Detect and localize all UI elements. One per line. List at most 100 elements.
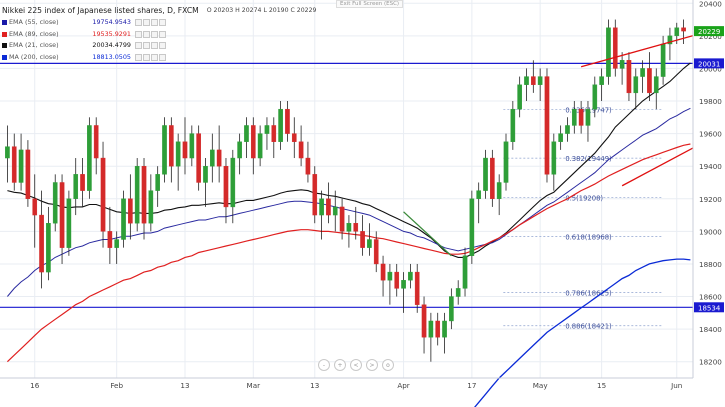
candle-body [660, 43, 666, 77]
candle-body [353, 223, 359, 232]
bearish-candle [128, 174, 133, 240]
bullish-candle [175, 133, 181, 191]
bearish-candle [373, 231, 379, 273]
candle-body [455, 288, 461, 297]
candle-body [148, 190, 154, 224]
price-axis[interactable]: 18200 18400 18600 18800 19000 19200 19400 19600… [692, 0, 725, 407]
trendline [403, 211, 452, 257]
bullish-candle [428, 312, 434, 362]
bullish-candle [257, 125, 263, 167]
price-tick-label: 19400 [699, 162, 722, 171]
bullish-candle [592, 76, 598, 118]
bullish-candle [387, 263, 393, 305]
candle-body [107, 231, 113, 248]
bearish-candle [353, 206, 359, 240]
bullish-candle [455, 280, 461, 305]
candle-body [244, 125, 249, 142]
candle-body [25, 149, 31, 199]
candle-body [387, 271, 393, 281]
bullish-candle [571, 101, 577, 134]
candle-body [531, 76, 536, 85]
bearish-candle [107, 206, 113, 264]
bullish-candle [599, 68, 604, 102]
price-tick-label: 18200 [699, 358, 722, 367]
bullish-candle [565, 117, 570, 142]
candle-body [435, 320, 441, 338]
bearish-candle [298, 125, 304, 167]
candle-body [476, 190, 482, 199]
time-axis[interactable]: 16Feb13Mar13Apr17May15Jun19Jul [0, 377, 725, 390]
candle-body [182, 141, 188, 159]
bullish-candle [640, 60, 645, 93]
price-tick-label: 19800 [699, 97, 722, 106]
exit-fullscreen-button[interactable]: Exit Full Screen (ESC) [336, 0, 404, 8]
bullish-candle [230, 149, 236, 224]
candle-body [32, 198, 38, 216]
bullish-candle [121, 190, 126, 248]
bearish-candle [339, 198, 345, 240]
time-tick-label: 13 [180, 381, 189, 390]
reset-chart-button[interactable]: o [382, 359, 394, 371]
bullish-candle [517, 76, 522, 118]
bullish-candle [148, 174, 154, 232]
candle-body [647, 68, 652, 94]
candle-body [11, 146, 17, 183]
bullish-candle [633, 68, 639, 110]
candle-body [606, 27, 611, 77]
bearish-candle [291, 117, 297, 159]
price-tick-label: 19000 [699, 227, 722, 236]
scroll-right-button[interactable]: > [366, 359, 378, 371]
time-tick-label: Apr [397, 381, 409, 390]
candle-body [250, 125, 256, 159]
trendline [580, 26, 725, 68]
bullish-candle [606, 19, 611, 85]
bullish-candle [401, 272, 406, 313]
bearish-candle [250, 117, 256, 175]
candle-body [100, 157, 106, 232]
bearish-candle [544, 68, 550, 183]
candle-body [565, 125, 570, 134]
bullish-candle [483, 149, 488, 199]
bullish-candle [653, 68, 659, 110]
bearish-candle [32, 174, 38, 248]
bullish-candle [537, 68, 543, 102]
bearish-candle [285, 101, 290, 142]
candle-body [332, 206, 338, 216]
candle-body [414, 271, 420, 305]
bearish-candle [11, 133, 17, 191]
candle-body [319, 198, 324, 216]
candle-body [216, 149, 222, 167]
bullish-candle [408, 263, 413, 289]
candle-body [619, 60, 625, 69]
time-tick-label: Mar [247, 381, 261, 390]
bullish-candle [667, 27, 673, 61]
fibonacci-level-label: 0.5(19208) [565, 194, 603, 202]
candle-body [469, 198, 475, 257]
candle-body [39, 214, 44, 273]
zoom-out-button[interactable]: - [318, 359, 330, 371]
bearish-candle [326, 182, 331, 224]
chart-nav-controls: - + < > o [318, 359, 394, 371]
bearish-candle [312, 166, 318, 224]
bullish-candle [264, 117, 270, 150]
price-tick-label: 20200 [699, 32, 722, 41]
candle-body [524, 76, 529, 85]
candle-body [483, 157, 488, 191]
candle-body [141, 165, 147, 224]
bullish-candle [496, 174, 502, 216]
bullish-candle [510, 101, 516, 150]
bullish-candle [18, 133, 24, 191]
bullish-candle [469, 190, 475, 264]
candle-body [230, 157, 236, 208]
bearish-candle [93, 117, 99, 175]
bullish-candle [114, 231, 120, 264]
bullish-candle [46, 206, 51, 281]
candle-body [503, 141, 509, 183]
bullish-candle [442, 312, 447, 354]
bearish-candle [435, 312, 441, 346]
bullish-candle [5, 125, 10, 183]
zoom-in-button[interactable]: + [334, 359, 346, 371]
scroll-left-button[interactable]: < [350, 359, 362, 371]
candle-body [367, 239, 372, 248]
